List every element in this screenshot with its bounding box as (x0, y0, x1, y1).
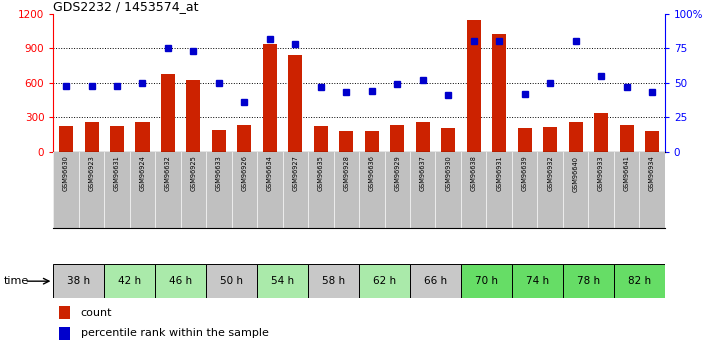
Text: count: count (81, 308, 112, 318)
Text: 38 h: 38 h (68, 276, 90, 286)
Bar (59, 127, 73, 152)
Bar (60, 327, 70, 339)
Text: 50 h: 50 h (220, 276, 243, 286)
Bar (206, 264, 257, 298)
Text: GSM96923: GSM96923 (89, 156, 95, 191)
Text: GSM96926: GSM96926 (242, 156, 247, 191)
Text: GSM96927: GSM96927 (292, 156, 299, 191)
Text: 46 h: 46 h (169, 276, 192, 286)
Text: 42 h: 42 h (118, 276, 141, 286)
Bar (492, 34, 506, 152)
Bar (308, 264, 359, 298)
Text: GSM96634: GSM96634 (267, 156, 273, 191)
Text: GSM96641: GSM96641 (624, 156, 629, 191)
Bar (619, 125, 634, 152)
Text: 78 h: 78 h (577, 276, 600, 286)
Bar (410, 264, 461, 298)
Bar (237, 125, 252, 152)
Bar (85, 122, 99, 152)
Bar (60, 306, 70, 319)
Bar (594, 113, 608, 152)
Text: GSM96928: GSM96928 (343, 156, 349, 191)
Text: GDS2232 / 1453574_at: GDS2232 / 1453574_at (53, 0, 199, 13)
Text: GSM96633: GSM96633 (216, 156, 222, 191)
Bar (257, 264, 308, 298)
Text: GSM96630: GSM96630 (63, 156, 69, 191)
Bar (263, 44, 277, 152)
Text: 82 h: 82 h (628, 276, 651, 286)
Text: 62 h: 62 h (373, 276, 396, 286)
Bar (569, 122, 582, 152)
Bar (442, 128, 455, 152)
Text: GSM96631: GSM96631 (114, 156, 120, 191)
Bar (416, 122, 429, 152)
Bar (645, 130, 659, 152)
Bar (518, 128, 532, 152)
Bar (466, 20, 481, 152)
Text: 66 h: 66 h (424, 276, 447, 286)
Bar (105, 264, 155, 298)
Text: GSM96635: GSM96635 (318, 156, 324, 191)
Bar (614, 264, 665, 298)
Text: GSM96930: GSM96930 (445, 156, 451, 191)
Text: GSM96924: GSM96924 (139, 156, 146, 191)
Bar (110, 127, 124, 152)
Text: time: time (4, 276, 29, 286)
Text: GSM96932: GSM96932 (547, 156, 553, 191)
Text: GSM96637: GSM96637 (419, 156, 426, 191)
Bar (314, 127, 328, 152)
Text: 54 h: 54 h (271, 276, 294, 286)
Bar (365, 130, 379, 152)
Text: 58 h: 58 h (322, 276, 345, 286)
Bar (155, 264, 206, 298)
Text: GSM96632: GSM96632 (165, 156, 171, 191)
Text: GSM96925: GSM96925 (191, 156, 196, 191)
Bar (543, 127, 557, 152)
Bar (359, 264, 410, 298)
Text: GSM96640: GSM96640 (572, 156, 579, 191)
Text: percentile rank within the sample: percentile rank within the sample (81, 328, 269, 338)
Bar (136, 122, 149, 152)
Bar (512, 264, 563, 298)
Text: 70 h: 70 h (475, 276, 498, 286)
Bar (390, 125, 405, 152)
Text: GSM96638: GSM96638 (471, 156, 476, 191)
Text: GSM96934: GSM96934 (649, 156, 655, 191)
Bar (339, 130, 353, 152)
Text: GSM96929: GSM96929 (395, 156, 400, 191)
Bar (289, 55, 302, 152)
Text: GSM96636: GSM96636 (369, 156, 375, 191)
Bar (461, 264, 512, 298)
Bar (212, 130, 226, 152)
Text: 74 h: 74 h (526, 276, 549, 286)
Text: GSM96639: GSM96639 (522, 156, 528, 191)
Bar (186, 80, 201, 152)
Text: GSM96933: GSM96933 (598, 156, 604, 191)
Bar (53, 264, 105, 298)
Bar (161, 73, 175, 152)
Text: GSM96931: GSM96931 (496, 156, 502, 191)
Bar (563, 264, 614, 298)
